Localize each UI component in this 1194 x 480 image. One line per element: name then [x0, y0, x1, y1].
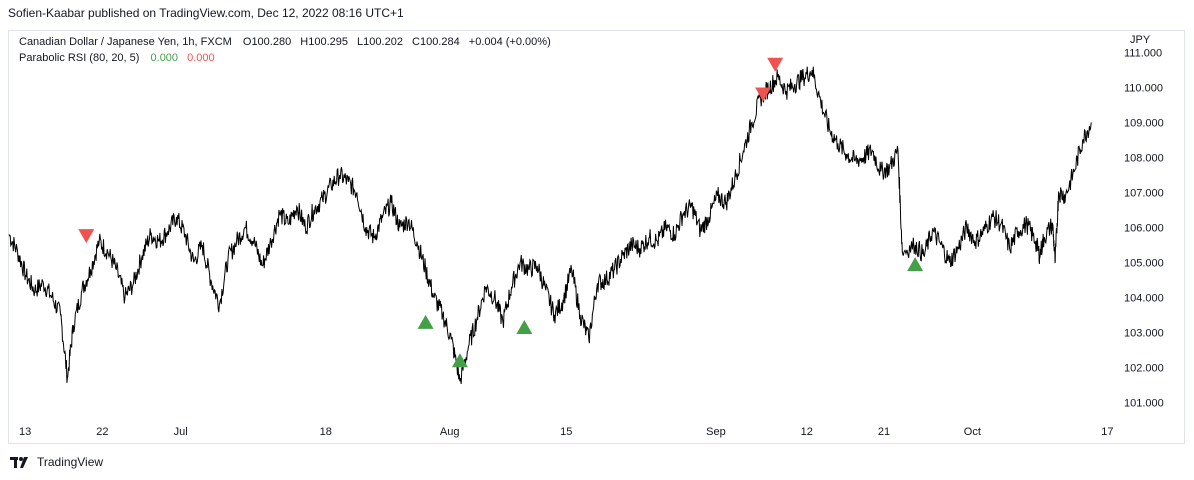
- y-tick-label: 107.000: [1124, 187, 1164, 199]
- close-value: 100.284: [419, 36, 460, 48]
- x-tick-label: 17: [1101, 426, 1113, 438]
- indicator-legend: Parabolic RSI (80, 20, 5) 0.000 0.000: [19, 52, 221, 64]
- low-value: 100.202: [363, 36, 403, 48]
- x-tick-label: 18: [320, 426, 332, 438]
- y-tick-label: 106.000: [1124, 222, 1164, 234]
- chart-frame[interactable]: [8, 30, 1185, 444]
- x-tick-label: Oct: [964, 426, 981, 438]
- open-label: O: [242, 36, 252, 48]
- x-tick-label: 22: [96, 426, 108, 438]
- x-tick-label: Jul: [174, 426, 188, 438]
- open-value: 100.280: [251, 36, 292, 48]
- high-value: 100.295: [308, 36, 348, 48]
- y-tick-label: 111.000: [1124, 47, 1162, 59]
- x-tick-label: 21: [878, 426, 890, 438]
- y-tick-label: 101.000: [1124, 397, 1164, 409]
- sell-signal-marker: [78, 229, 95, 244]
- buy-signal-marker: [417, 314, 434, 329]
- x-tick-label: Sep: [706, 426, 726, 438]
- y-tick-label: 104.000: [1124, 292, 1164, 304]
- symbol-title[interactable]: Canadian Dollar / Japanese Yen, 1h, FXCM: [19, 36, 232, 48]
- indicator-value-1: 0.000: [150, 52, 179, 64]
- price-line: [8, 66, 1092, 385]
- x-tick-label: 13: [19, 426, 31, 438]
- tradingview-brand[interactable]: TradingView: [10, 455, 103, 469]
- y-tick-label: 109.000: [1124, 117, 1164, 129]
- indicator-title[interactable]: Parabolic RSI (80, 20, 5): [19, 52, 140, 64]
- indicator-value-2: 0.000: [187, 52, 215, 64]
- high-label: H: [300, 36, 309, 48]
- y-tick-label: 110.000: [1124, 82, 1163, 94]
- tradingview-brand-name: TradingView: [37, 455, 104, 469]
- x-tick-label: 12: [801, 426, 813, 438]
- y-tick-label: 108.000: [1124, 152, 1164, 164]
- buy-signal-marker: [516, 320, 533, 335]
- close-label: C: [412, 36, 420, 48]
- sell-signal-marker: [767, 57, 784, 72]
- buy-signal-marker: [451, 353, 468, 368]
- x-tick-label: 15: [560, 426, 572, 438]
- x-tick-label: Aug: [440, 426, 460, 438]
- published-by-line: Sofien-Kaabar published on TradingView.c…: [8, 6, 404, 20]
- tradingview-logo-icon: [10, 456, 28, 468]
- sell-signal-marker: [755, 87, 772, 102]
- symbol-legend: Canadian Dollar / Japanese Yen, 1h, FXCM…: [19, 36, 551, 48]
- y-tick-label: 105.000: [1124, 257, 1164, 269]
- buy-signal-marker: [907, 257, 924, 272]
- low-label: L: [357, 36, 364, 48]
- y-tick-label: 103.000: [1124, 327, 1164, 339]
- y-tick-label: 102.000: [1124, 362, 1164, 374]
- currency-label: JPY: [1130, 34, 1151, 46]
- change-value: +0.004 (+0.00%): [468, 36, 551, 48]
